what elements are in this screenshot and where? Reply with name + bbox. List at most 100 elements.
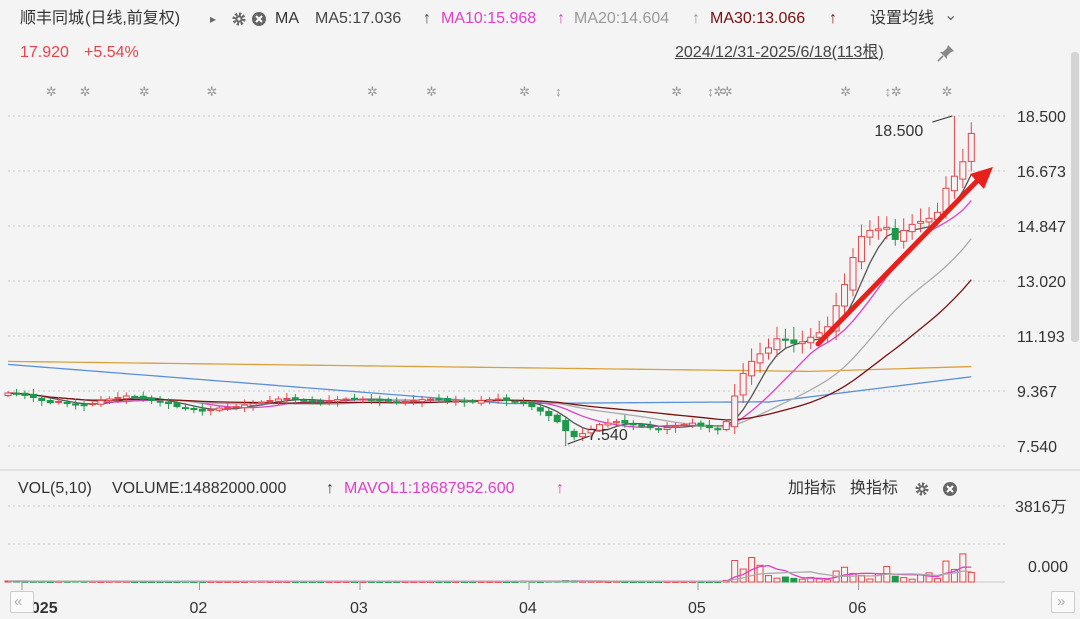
candle-body <box>21 392 29 396</box>
candle-body <box>655 428 663 431</box>
event-marker-icon[interactable]: ✲ <box>80 84 91 99</box>
date-range[interactable]: 2024/12/31-2025/6/18(113根) <box>675 44 884 61</box>
ma30-arrow: ↑ <box>829 10 837 27</box>
chevron-down-icon[interactable]: ⌄ <box>944 7 958 24</box>
candle-body <box>241 404 249 409</box>
candle-body <box>900 229 908 242</box>
ma10-value: MA10:15.968 <box>441 10 537 27</box>
candle-body <box>866 229 874 238</box>
candle-body <box>891 227 899 240</box>
event-marker-icon[interactable]: ✲ <box>722 84 733 99</box>
candle-body <box>663 427 671 430</box>
last-price: 17.920 <box>20 44 69 61</box>
time-tick-label: 06 <box>849 600 867 617</box>
candle-body <box>274 398 282 402</box>
pin-icon[interactable] <box>936 43 956 63</box>
stock-name[interactable]: 顺丰同城 <box>20 10 85 27</box>
time-tick-label: 05 <box>688 600 706 617</box>
change-percent: +5.54% <box>84 44 139 61</box>
event-marker-icon[interactable]: ✲ <box>942 84 953 99</box>
candle-body <box>258 401 265 404</box>
scroll-right-button[interactable]: » <box>1051 591 1075 613</box>
candle-body <box>460 400 468 403</box>
candle-body <box>798 341 806 345</box>
event-marker-icon[interactable]: ✲ <box>46 84 57 99</box>
candle-body <box>570 430 578 438</box>
vertical-scrollbar[interactable] <box>1071 52 1079 342</box>
candle-body <box>486 399 494 402</box>
event-marker-icon[interactable]: ✲ <box>139 84 150 99</box>
candle-body <box>38 397 46 402</box>
low-pointer <box>567 435 590 445</box>
candle-body <box>587 428 595 434</box>
event-marker-icon[interactable]: ✲ <box>367 84 378 99</box>
scroll-left-button[interactable]: « <box>10 591 34 613</box>
event-markers: ✲ ✲ ✲ ✲ ✲ ✲ ✲ ↕ ✲ ↕ ✲✲ ✲ ↕ ✲ ✲ <box>46 84 953 99</box>
price-grid <box>8 115 1005 447</box>
vol-title[interactable]: VOL(5,10) <box>18 480 92 497</box>
candle-body <box>376 398 384 402</box>
candle-body <box>536 407 544 412</box>
candle-body <box>604 422 612 426</box>
candle-body <box>579 433 587 438</box>
candle-body <box>519 401 527 405</box>
event-marker-icon[interactable]: ↕ <box>555 84 562 99</box>
time-tick-label: 03 <box>350 600 368 617</box>
vol-ma5-line <box>8 564 972 583</box>
vol-ma10-line <box>8 570 972 583</box>
candlesticks <box>4 116 975 446</box>
event-marker-icon[interactable]: ✲ <box>891 84 902 99</box>
high-pointer <box>932 115 953 123</box>
ma-lines <box>7 174 972 432</box>
event-marker-icon[interactable]: ✲ <box>713 84 724 99</box>
ma-settings-button[interactable]: 设置均线 <box>870 10 935 27</box>
volume-value: VOLUME:14882000.000 <box>112 480 287 497</box>
candle-body <box>908 223 916 233</box>
ma10-arrow: ↑ <box>557 10 565 27</box>
event-marker-icon[interactable]: ✲ <box>671 84 682 99</box>
gear-icon[interactable] <box>231 11 247 27</box>
event-marker-icon[interactable]: ✲ <box>206 84 217 99</box>
candle-body <box>494 398 502 401</box>
candle-body <box>232 406 240 409</box>
volume-max-label: 3816万 <box>1015 499 1067 516</box>
volume-close-icon[interactable] <box>942 481 958 497</box>
candle-body <box>841 284 849 307</box>
volume-bar <box>815 578 823 583</box>
candle-body <box>173 402 181 408</box>
candle-body <box>334 399 342 402</box>
candle-body <box>401 400 409 403</box>
candle-body <box>266 400 274 403</box>
volume-gear-icon[interactable] <box>914 481 930 497</box>
period-adjust-label[interactable]: (日线,前复权) <box>85 10 181 27</box>
volume-bar <box>849 572 857 583</box>
event-marker-icon[interactable]: ↕ <box>707 84 714 99</box>
candle-body <box>629 423 637 426</box>
switch-indicator-button[interactable]: 换指标 <box>850 480 899 497</box>
candle-body <box>190 407 198 411</box>
candle-body <box>418 399 426 403</box>
candle-body <box>46 400 54 404</box>
event-marker-icon[interactable]: ✲ <box>519 84 530 99</box>
candle-body <box>849 257 857 291</box>
event-marker-icon[interactable]: ↕ <box>885 84 892 99</box>
mavol1-value: MAVOL1:18687952.600 <box>344 480 515 497</box>
ma10-line <box>7 200 972 428</box>
candle-body <box>283 397 291 400</box>
candle-body <box>249 403 257 406</box>
add-indicator-button[interactable]: 加指标 <box>788 480 837 497</box>
candle-body <box>646 424 654 429</box>
candle-body <box>105 398 113 402</box>
candle-body <box>807 336 815 344</box>
close-icon[interactable] <box>251 11 267 27</box>
event-marker-icon[interactable]: ✲ <box>840 84 851 99</box>
event-marker-icon[interactable]: ✲ <box>426 84 437 99</box>
volume-bar <box>866 578 874 583</box>
double-right-icon: » <box>1057 593 1066 610</box>
expand-icon[interactable]: ▸ <box>210 12 217 26</box>
volume-bar <box>925 572 933 583</box>
candle-body <box>748 360 756 377</box>
candle-body <box>148 397 156 402</box>
volume-bar <box>967 571 975 583</box>
